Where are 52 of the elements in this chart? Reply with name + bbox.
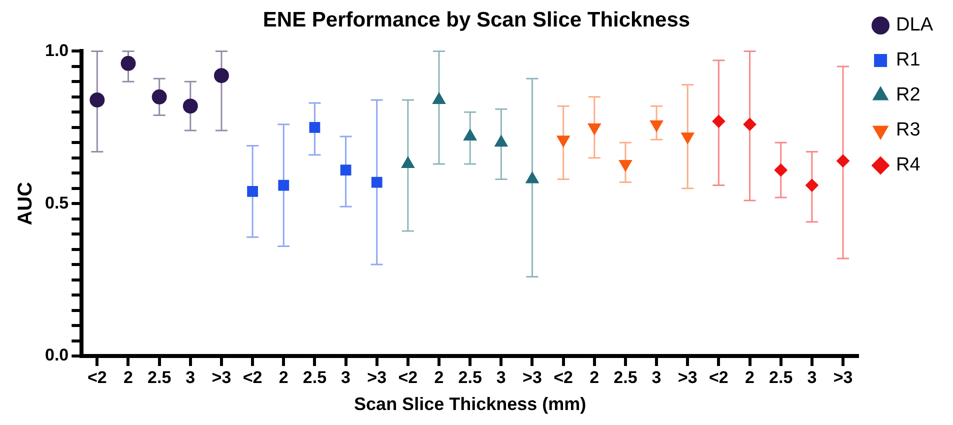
point bbox=[371, 176, 382, 188]
point bbox=[247, 186, 258, 197]
y-axis-title: AUC bbox=[14, 182, 37, 226]
x-tick-label: 2 bbox=[124, 368, 133, 387]
x-tick-label: <2 bbox=[398, 368, 418, 387]
point bbox=[340, 164, 352, 176]
x-tick-label: 3 bbox=[496, 368, 506, 387]
x-tick-label: 2.5 bbox=[148, 368, 172, 387]
point bbox=[120, 56, 136, 71]
x-axis-title: Scan Slice Thickness (mm) bbox=[354, 394, 586, 414]
x-tick-label: 3 bbox=[341, 368, 351, 387]
legend-label: R3 bbox=[896, 120, 920, 141]
legend-label: R4 bbox=[896, 154, 921, 176]
legend-label: DLA bbox=[896, 14, 934, 36]
point bbox=[278, 180, 290, 191]
x-tick-label: 2 bbox=[434, 368, 444, 387]
point bbox=[774, 164, 788, 177]
x-tick-label: 3 bbox=[652, 368, 662, 387]
y-tick-label: 0.5 bbox=[44, 193, 69, 212]
point bbox=[712, 114, 726, 128]
x-tick-label: 2.5 bbox=[302, 368, 327, 387]
x-tick-label: <2 bbox=[709, 368, 728, 387]
point bbox=[743, 118, 756, 131]
x-tick-label: <2 bbox=[242, 368, 262, 387]
point bbox=[309, 122, 320, 133]
x-tick-label: 2.5 bbox=[614, 368, 638, 387]
point bbox=[464, 129, 477, 141]
x-tick-label: >3 bbox=[678, 368, 698, 387]
x-tick-label: 2 bbox=[590, 368, 600, 387]
point bbox=[214, 68, 229, 84]
point bbox=[836, 154, 850, 168]
x-tick-label: 3 bbox=[807, 368, 817, 387]
x-tick-label: >3 bbox=[833, 368, 853, 387]
y-tick-label: 1.0 bbox=[44, 40, 69, 60]
point bbox=[182, 98, 198, 114]
x-tick-label: <2 bbox=[554, 368, 574, 387]
x-tick-label: >3 bbox=[522, 368, 542, 387]
x-tick-label: >3 bbox=[367, 368, 387, 387]
x-tick-label: 2.5 bbox=[458, 368, 482, 387]
chart-title: ENE Performance by Scan Slice Thickness bbox=[262, 8, 690, 32]
legend-label: R2 bbox=[896, 84, 920, 106]
point bbox=[90, 92, 105, 108]
legend-label: R1 bbox=[896, 50, 920, 71]
point bbox=[805, 178, 818, 192]
y-tick-label: 0.0 bbox=[44, 346, 69, 365]
x-tick-label: >3 bbox=[212, 368, 232, 387]
x-tick-label: 2 bbox=[745, 368, 755, 387]
x-tick-label: 2 bbox=[278, 368, 288, 387]
x-tick-label: 3 bbox=[186, 368, 196, 387]
x-tick-label: <2 bbox=[87, 368, 107, 387]
x-tick-label: 2.5 bbox=[769, 368, 793, 387]
point bbox=[152, 89, 167, 104]
